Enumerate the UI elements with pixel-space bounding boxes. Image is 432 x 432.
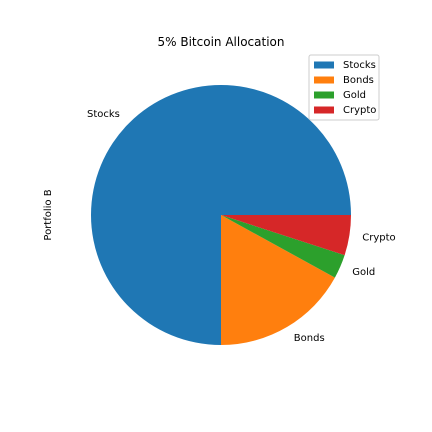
legend-label-stocks: Stocks — [343, 60, 376, 71]
pie-slice-gold — [221, 215, 345, 278]
legend-label-crypto: Crypto — [343, 105, 376, 116]
pie-slice-labels: Stocks Bonds Gold Crypto — [87, 109, 396, 344]
legend: Stocks Bonds Gold Crypto — [308, 54, 380, 121]
legend-label-gold: Gold — [343, 90, 366, 101]
chart-title: 5% Bitcoin Allocation — [158, 35, 285, 49]
legend-entries: Stocks Bonds Gold Crypto — [314, 60, 376, 116]
pie-slice-crypto — [221, 215, 351, 256]
legend-swatch-bonds — [314, 76, 334, 84]
legend-frame — [308, 54, 380, 121]
y-axis-label: Portfolio B — [43, 189, 54, 240]
slice-label-gold: Gold — [352, 267, 375, 278]
legend-label-bonds: Bonds — [343, 75, 374, 86]
legend-swatch-gold — [314, 91, 334, 99]
legend-swatch-stocks — [314, 61, 334, 69]
slice-label-crypto: Crypto — [362, 232, 395, 243]
slice-label-stocks: Stocks — [87, 109, 120, 120]
pie-slice-bonds — [221, 215, 335, 345]
pie-slices — [91, 85, 351, 345]
slice-label-bonds: Bonds — [294, 333, 325, 344]
legend-swatch-crypto — [314, 106, 334, 114]
